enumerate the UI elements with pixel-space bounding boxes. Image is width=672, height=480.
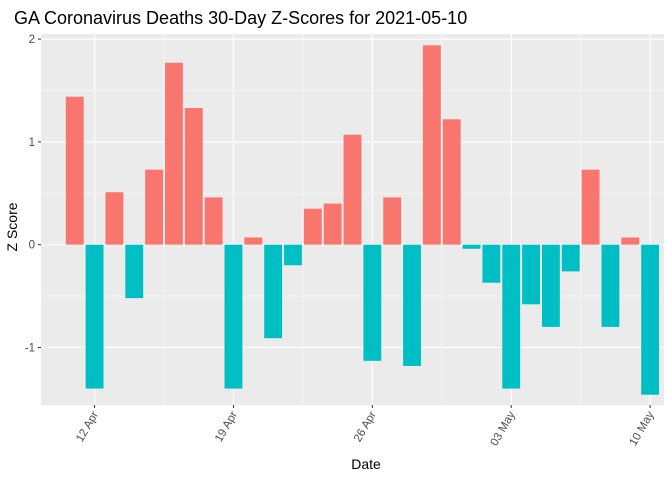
bar — [224, 244, 243, 389]
bar — [482, 244, 501, 283]
x-tick-label: 03 May — [489, 409, 518, 448]
bar — [85, 244, 104, 389]
x-tick-label: 26 Apr — [352, 409, 379, 444]
bar — [422, 45, 441, 245]
bar — [244, 237, 263, 245]
bar — [284, 244, 302, 266]
bar — [462, 244, 481, 249]
bar — [541, 244, 560, 327]
bar — [383, 197, 402, 245]
bar — [363, 244, 382, 361]
x-axis: 12 Apr 19 Apr 26 Apr 03 May 10 May — [74, 405, 657, 448]
bar — [561, 244, 580, 272]
bar — [165, 62, 183, 245]
chart-title: GA Coronavirus Deaths 30-Day Z-Scores fo… — [14, 8, 467, 28]
bar — [105, 192, 124, 245]
x-tick-label: 10 May — [627, 409, 656, 448]
bar — [184, 107, 203, 245]
bar — [145, 169, 164, 245]
bar — [621, 237, 640, 245]
bar — [125, 244, 144, 299]
bar — [204, 197, 223, 245]
y-tick-label: 0 — [29, 240, 35, 252]
bars — [65, 45, 660, 395]
y-axis-title: Z Score — [4, 202, 20, 251]
bar — [442, 119, 461, 245]
y-tick-label: -1 — [25, 342, 35, 354]
bar — [323, 203, 342, 245]
bar — [522, 244, 540, 305]
bar — [601, 244, 620, 327]
x-tick-label: 12 Apr — [74, 409, 101, 444]
x-axis-title: Date — [351, 456, 381, 472]
y-tick-label: 2 — [29, 34, 35, 46]
bar — [502, 244, 521, 389]
bar — [303, 208, 322, 245]
bar — [264, 244, 283, 339]
y-tick-label: 1 — [29, 137, 35, 149]
bar — [403, 244, 421, 366]
bar — [65, 96, 84, 245]
bar — [641, 244, 660, 395]
bar — [343, 134, 362, 245]
bar — [581, 169, 600, 245]
y-axis: -1 0 1 2 — [25, 34, 41, 354]
x-tick-label: 19 Apr — [213, 409, 240, 444]
